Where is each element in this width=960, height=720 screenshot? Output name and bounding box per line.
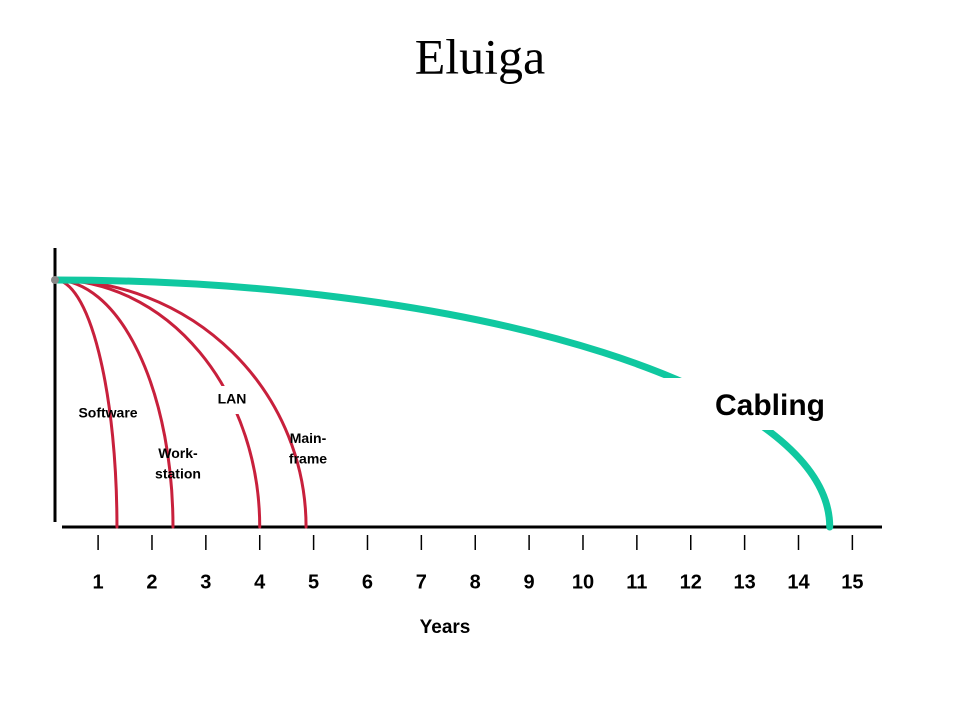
x-tick-label: 4 (254, 571, 266, 593)
series-label: Main-frame (289, 430, 327, 466)
x-tick-label: 10 (572, 571, 594, 593)
x-tick-label: 7 (416, 571, 427, 593)
chart-title: Eluiga (415, 28, 546, 84)
x-tick-label: 13 (733, 571, 755, 593)
x-tick-label: 12 (680, 571, 702, 593)
x-tick-label: 11 (626, 571, 647, 593)
lifespan-curve (53, 278, 262, 529)
label-backing (212, 386, 254, 414)
x-tick-label: 15 (841, 571, 863, 593)
lifespan-curve (53, 278, 308, 529)
origin-dot (51, 276, 59, 284)
x-tick-label: 5 (308, 571, 319, 593)
x-tick-label: 2 (146, 571, 157, 593)
x-tick-label: 1 (93, 571, 104, 593)
x-tick-label: 6 (362, 571, 373, 593)
series-label: LAN (218, 391, 247, 407)
x-tick-label: 8 (470, 571, 481, 593)
lifespan-curve (53, 278, 175, 529)
series-label: Cabling (715, 389, 825, 422)
lifespan-curve (53, 278, 119, 529)
series-label: Work-station (155, 445, 201, 481)
series-label: Software (78, 405, 137, 421)
lifespan-curve (51, 276, 834, 531)
label-backing (660, 378, 860, 430)
x-axis-label: Years (420, 617, 471, 638)
x-tick-label: 9 (524, 571, 535, 593)
x-tick-label: 14 (787, 571, 810, 593)
x-tick-label: 3 (200, 571, 211, 593)
